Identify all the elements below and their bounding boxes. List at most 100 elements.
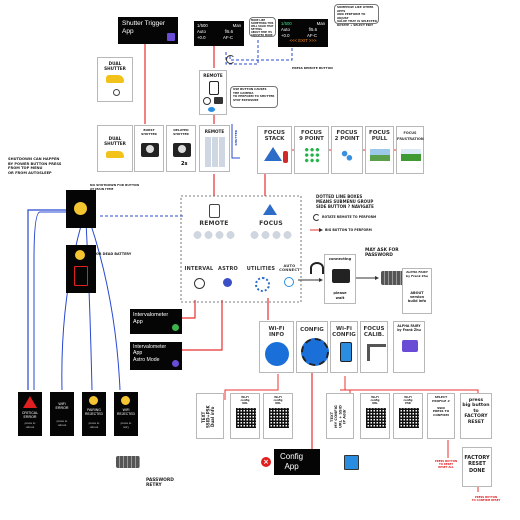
bottom-card-qr2[interactable]: Wi-Fi config URL <box>263 393 293 439</box>
tile-focus[interactable]: FOCUS <box>243 200 299 248</box>
shutter-card-delayed[interactable]: DELAYED SHUTTER 2s <box>166 125 196 172</box>
remote-card-label: REMOTE <box>204 129 225 134</box>
note-bubble-screen: SOMEHOW LIKE OTHER APPS AND PERFORM TO A… <box>334 4 379 27</box>
error-title-pairing: PAIRING REJECTED <box>85 408 103 416</box>
battery-screen <box>66 245 96 293</box>
submenu-group-box <box>180 195 302 303</box>
focus-9point-title: FOCUS 9 POINT <box>299 130 324 143</box>
bottom-card-ssid[interactable]: TEXT SSID+PSK Dual info <box>196 393 224 439</box>
error-screen-critical[interactable]: CRITICAL ERROR press to reboot <box>18 392 42 436</box>
sad-face-icon <box>75 250 85 260</box>
rotate-icon <box>226 55 235 64</box>
intervalometer-astro-app-card[interactable]: Intervalometer App Astro Mode <box>130 342 182 370</box>
bottom-card-factory-done[interactable]: FACTORY RESET DONE <box>462 447 492 487</box>
factory-red-note-1: PRESS BUTTON TO RESET RESET ALL <box>434 460 458 470</box>
close-icon[interactable]: × <box>261 457 271 467</box>
dots-grid-icon <box>304 147 320 163</box>
error-screen-wifi-rejected[interactable]: WiFi REJECTED press to retry <box>114 392 138 436</box>
error-title-wifi: WiFi ERROR <box>55 402 69 411</box>
focus-card-stack[interactable]: FOCUS STACK <box>257 126 292 174</box>
app-icon <box>167 33 175 41</box>
timer-icon <box>113 89 120 96</box>
tile-astro[interactable]: ASTRO <box>214 252 242 300</box>
util-card-config[interactable]: CONFIG <box>296 321 329 373</box>
error-sub-critical: press to reboot <box>24 421 36 429</box>
remote-icon <box>209 81 219 95</box>
shutter-card-remote[interactable]: REMOTE <box>199 125 230 172</box>
util-card-wifi-info[interactable]: Wi-Fi INFO <box>259 321 294 373</box>
legend-big: BIG BUTTON TO PERFORM <box>325 228 372 232</box>
camera-lens <box>146 145 154 153</box>
focus-card-pull[interactable]: FOCUS PULL <box>365 126 394 174</box>
password-note: MAY ASK FOR PASSWORD <box>365 248 399 259</box>
focus-stack-title: FOCUS STACK <box>264 130 285 143</box>
bottom-card-profile[interactable]: SELECT PROFILE # SSID PRESS TO CONFIRM <box>427 393 455 439</box>
keyboard-icon[interactable] <box>116 456 140 468</box>
bottom-card-factory[interactable]: press big button to FACTORY RESET <box>460 393 492 439</box>
screen-exit[interactable]: <<< EXIT >>> <box>289 38 317 44</box>
shutter-trigger-app-card[interactable]: Shutter Trigger App <box>118 17 178 44</box>
bottom-profile-label: SELECT PROFILE # SSID PRESS TO CONFIRM <box>432 395 450 417</box>
error-sub-pairing: press to reboot <box>88 421 100 429</box>
util-card-wifi-config[interactable]: Wi-Fi CONFIG <box>330 321 358 373</box>
focus-card-frustration[interactable]: FOCUS FRUSTRATION <box>396 126 424 174</box>
press-remote-note: PRESS REMOTE BUTTON <box>292 66 333 70</box>
password-retry-label: PASSWORD RETRY <box>146 478 174 489</box>
compass-icon <box>172 360 179 367</box>
error-screen-pairing[interactable]: PAIRING REJECTED press to reboot <box>82 392 106 436</box>
error-title-wifi-rejected: WiFi REJECTED <box>117 408 135 416</box>
bottom-card-qr4[interactable]: Wi-Fi config PSK <box>393 393 423 439</box>
save-icon[interactable] <box>344 455 359 470</box>
intervalometer-app-label: Intervalometer App <box>133 312 169 325</box>
bottom-card-qr3[interactable]: Wi-Fi config URL <box>360 393 390 439</box>
focus-frustration-title: FOCUS FRUSTRATION <box>397 131 424 142</box>
tile-interval-label: INTERVAL <box>184 266 214 272</box>
remote-note: USE BUTTON CAUSES THE CAMERA TO PERFORM … <box>233 87 275 102</box>
factory-red-note-2: PRESS BUTTON TO CONFIRM RESET <box>471 496 501 503</box>
gauge-row <box>192 230 236 240</box>
shutter-card-dual-top[interactable]: DUAL SHUTTER <box>97 57 133 102</box>
wire-error-4 <box>89 221 121 391</box>
qr-code-3 <box>366 408 386 428</box>
tile-interval[interactable]: INTERVAL <box>184 252 214 300</box>
bottom-card-myconfig[interactable]: TEXT MY CONFIG URL + SSID IP Addr <box>326 393 354 439</box>
intervalometer-app-card[interactable]: Intervalometer App <box>130 309 182 334</box>
no-sleep-note: NO SHUTDOWN FOR BUTTON AT MAIN ITEM <box>90 183 140 191</box>
focus-card-2point[interactable]: FOCUS 2 POINT <box>331 126 363 174</box>
bottom-factory-done-label: FACTORY RESET DONE <box>464 455 490 474</box>
bottom-ssid-text: TEXT SSID+PSK Dual info <box>201 405 216 429</box>
config-app-card[interactable]: Config App <box>274 449 320 475</box>
shutter-trigger-app-label: Shutter Trigger App <box>122 20 165 35</box>
screen-iso: Auto <box>197 28 206 34</box>
bottom-qr4-label: Wi-Fi config PSK <box>403 396 413 405</box>
tile-auto-connect[interactable]: AUTO CONNECT <box>278 252 301 300</box>
focus-card-9point[interactable]: FOCUS 9 POINT <box>294 126 329 174</box>
about-card[interactable]: ALPHA FAIRY by Frank Zhu ABOUT version b… <box>402 268 432 314</box>
sleep-screen[interactable] <box>66 190 96 228</box>
error-sub-wifi-rejected: press to retry <box>120 421 132 429</box>
shutter-card-dual[interactable]: DUAL SHUTTER <box>97 125 133 172</box>
dead-battery-note: OR DEAD BATTERY <box>96 252 132 256</box>
camera-icon <box>214 97 223 104</box>
config-app-label: Config App <box>280 452 304 471</box>
error-screen-wifi[interactable]: WiFi ERROR press to reboot <box>50 392 74 436</box>
screen-iso: Auto <box>281 26 290 32</box>
util-card-focus-calib[interactable]: FOCUS CALIB. <box>360 321 388 373</box>
tile-remote[interactable]: REMOTE <box>186 200 242 248</box>
gear-icon <box>255 277 270 292</box>
qr-code-2 <box>269 408 289 428</box>
shutter-hint: SHUTTER <box>234 130 238 146</box>
remote-submenu-card[interactable]: REMOTE <box>199 70 227 115</box>
error-title-critical: CRITICAL ERROR <box>21 411 39 420</box>
shutter-card-burst[interactable]: BURST SHUTTER <box>134 125 164 172</box>
tile-utilities[interactable]: UTILITIES <box>244 252 278 300</box>
intervalometer-astro-label: Intervalometer App Astro Mode <box>133 344 167 363</box>
bottom-card-qr1[interactable]: Wi-Fi config URL <box>230 393 260 439</box>
wire-astro-app <box>180 300 223 351</box>
util-card-about[interactable]: ALPHA FAIRY by Frank Zhu <box>393 321 425 373</box>
camera-screen-right: 1/500 Man Auto f/5.6 +0.0 AF-C <<< EXIT >>> <box>278 19 328 47</box>
bottom-qr2-label: Wi-Fi config URL <box>273 396 283 405</box>
bottom-qr1-label: Wi-Fi config URL <box>240 396 250 405</box>
wire-sleep-loop <box>27 209 78 390</box>
bottom-qr3-label: Wi-Fi config URL <box>370 396 380 405</box>
